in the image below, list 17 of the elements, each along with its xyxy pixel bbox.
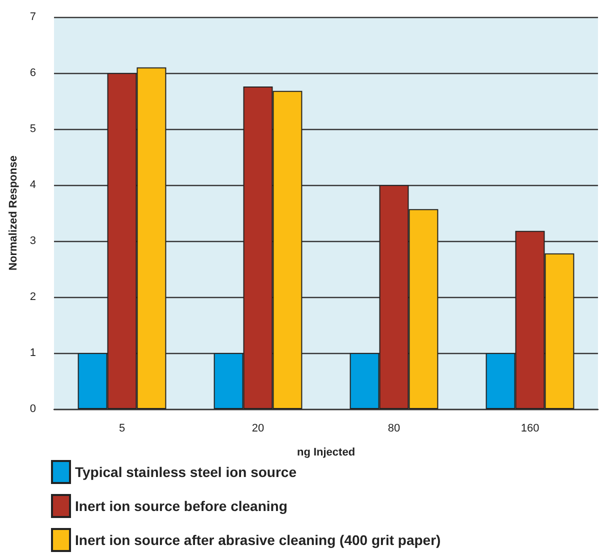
x-tick-label: 5 — [118, 422, 126, 434]
y-tick-label: 3 — [30, 235, 36, 247]
x-axis-title: ng Injected — [296, 446, 356, 458]
legend-label: Inert ion source before cleaning — [75, 498, 288, 514]
y-tick-label: 5 — [30, 123, 36, 135]
legend-label: Typical stainless steel ion source — [75, 464, 297, 480]
x-tick-label: 20 — [252, 422, 264, 434]
y-axis-title: Normalized Response — [8, 156, 20, 270]
y-tick-label: 6 — [30, 67, 36, 79]
y-tick-label: 4 — [30, 179, 36, 191]
x-tick-label: 80 — [388, 422, 400, 434]
y-tick-label: 0 — [30, 403, 36, 415]
legend-label: Inert ion source after abrasive cleaning (400 grit paper) — [75, 532, 441, 548]
y-tick-label: 1 — [30, 347, 36, 359]
y-tick-label: 2 — [30, 291, 36, 303]
y-tick-label: 7 — [30, 11, 36, 23]
x-tick-label: 160 — [520, 422, 540, 434]
